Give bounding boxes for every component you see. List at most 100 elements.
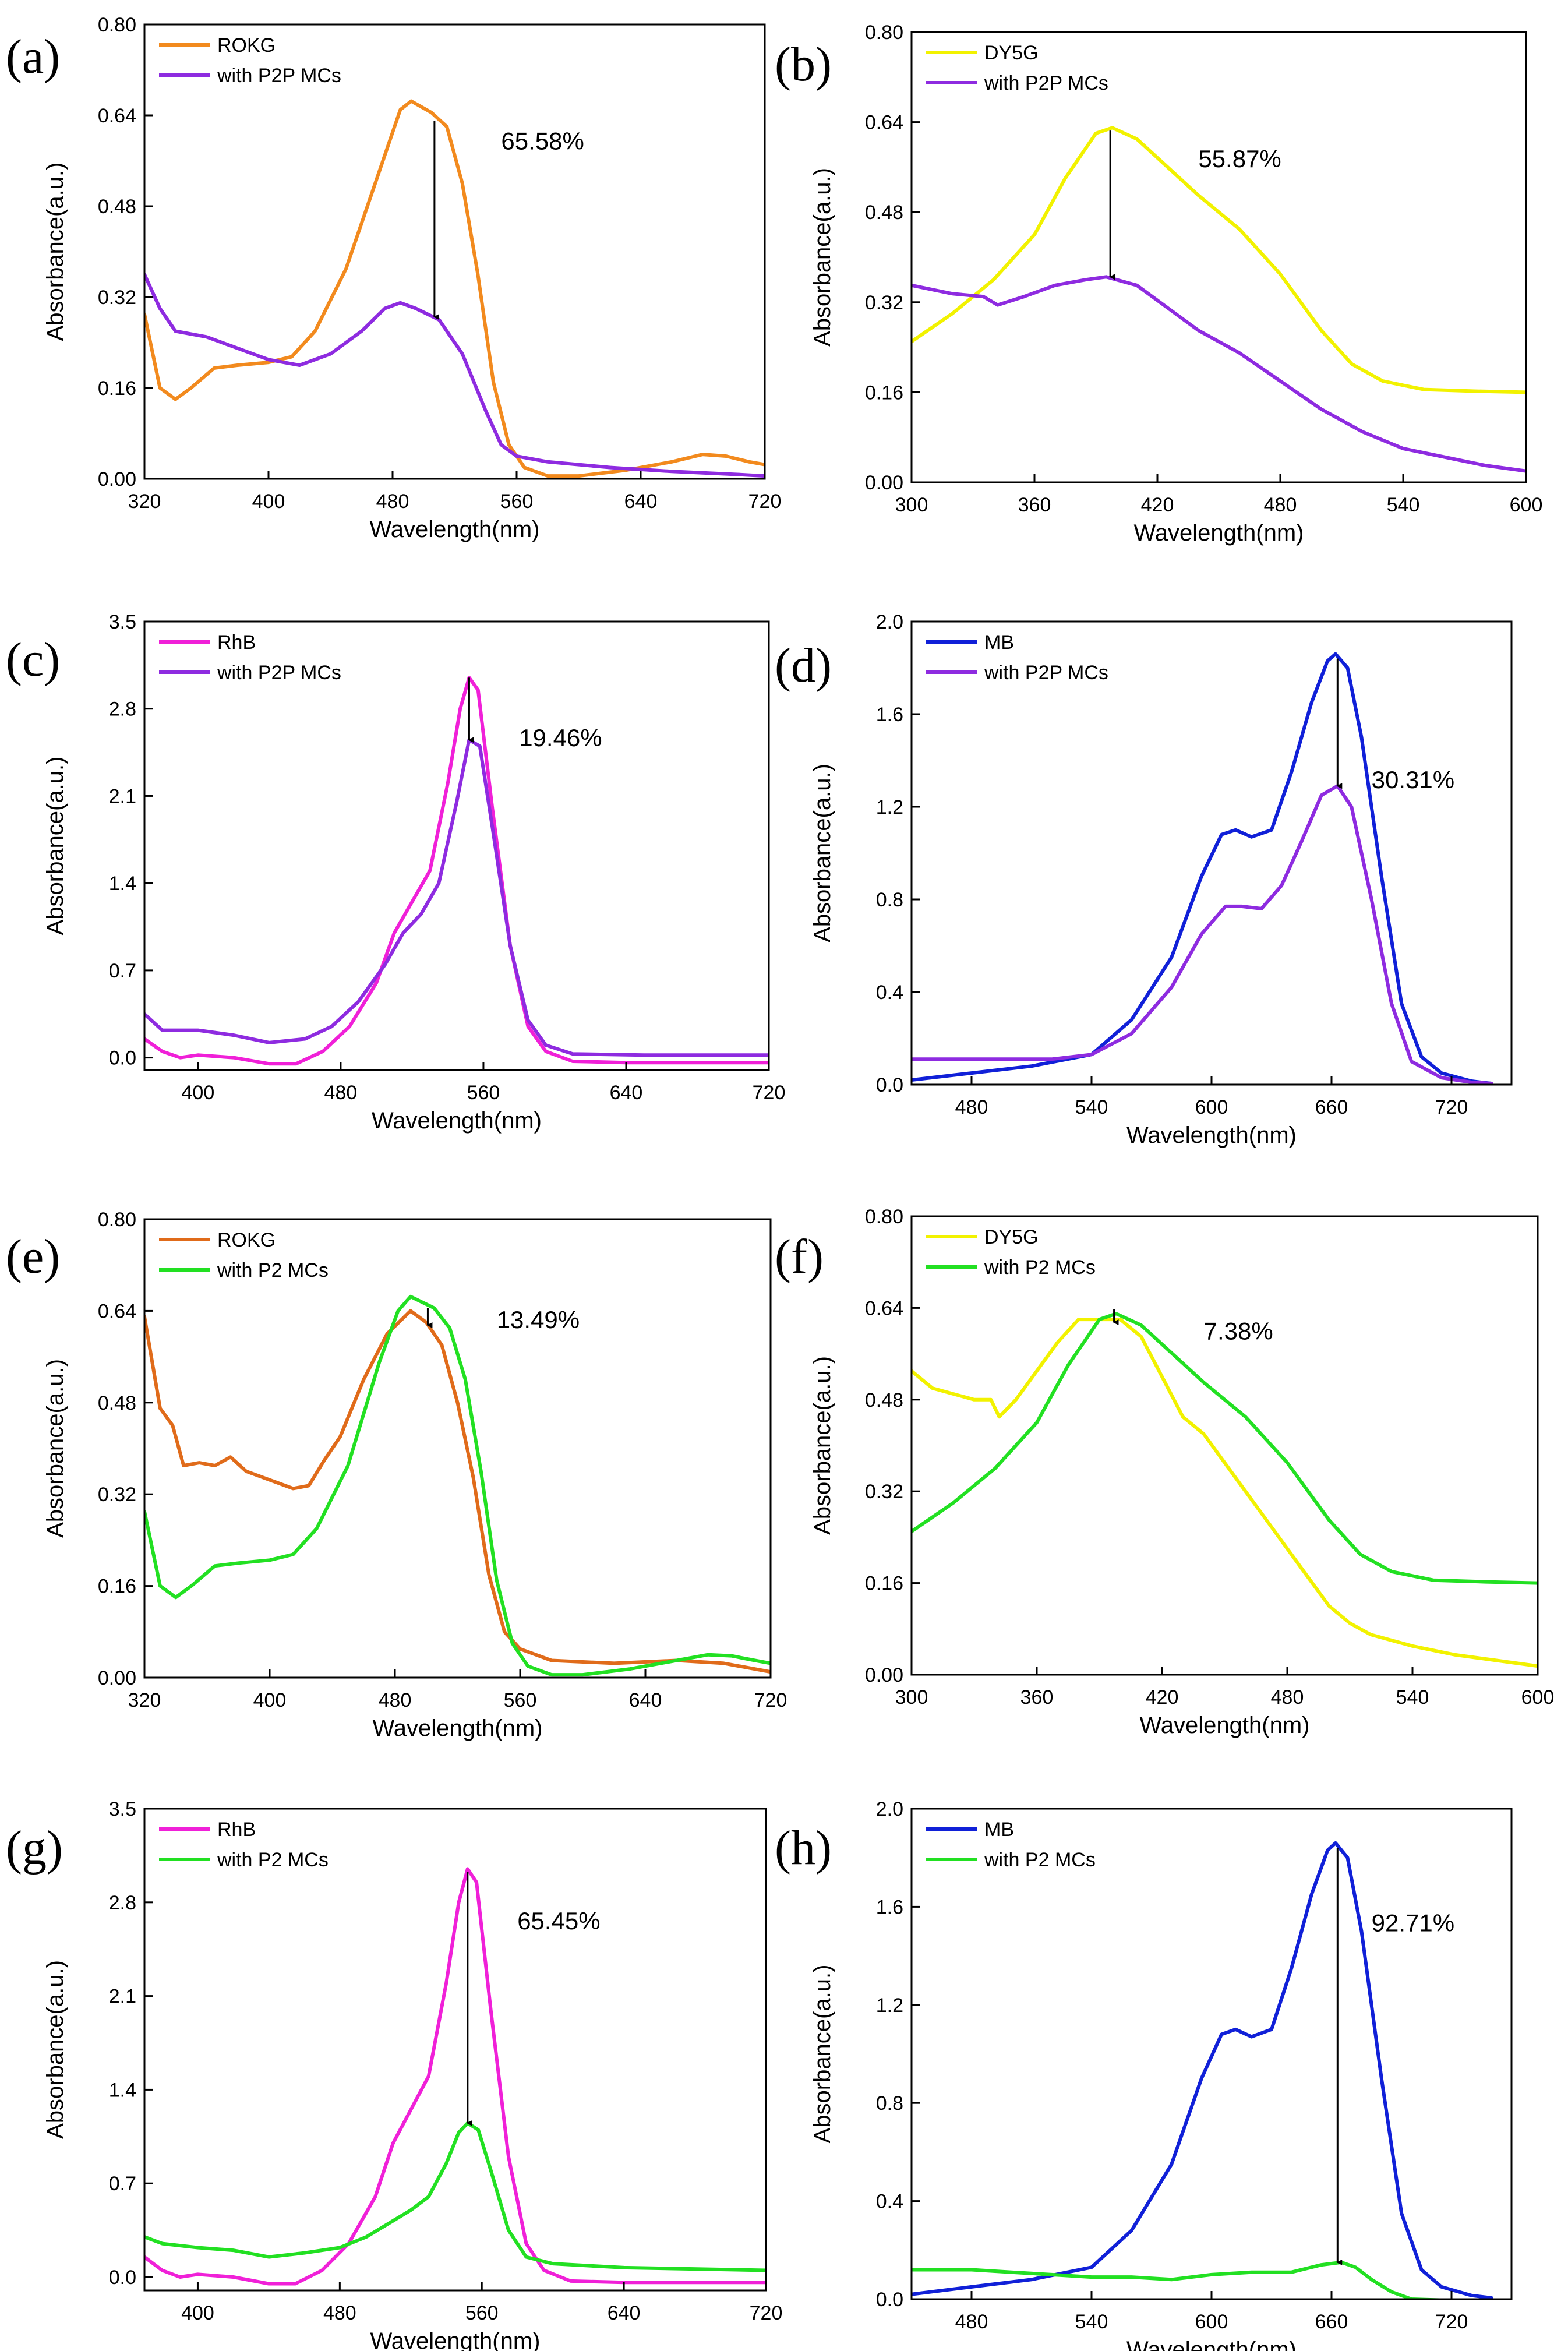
chart-panel-2: 300 360 420 480 540 600 0.00 0.16 0.32 0.48 0.64 0.… (775, 22, 1542, 546)
y-tick-label: 0.8 (876, 2092, 903, 2115)
x-axis-title: Wavelength(nm) (370, 517, 540, 542)
x-tick-label: 400 (252, 490, 285, 513)
y-tick-label: 1.6 (876, 1896, 903, 1918)
chart-panel-7: 400 480 560 640 720 0.0 0.7 1.4 2.1 2.8 3.5 Wavelen… (6, 1798, 782, 2351)
y-tick-label: 2.0 (876, 611, 903, 633)
x-tick-label: 360 (1020, 1686, 1054, 1708)
legend-label: ROKG (217, 34, 276, 57)
x-tick-label: 480 (376, 490, 409, 513)
y-tick-label: 0.80 (98, 14, 136, 36)
series-line-1 (912, 1318, 1538, 1668)
y-tick-label: 0.80 (865, 22, 903, 44)
x-tick-label: 400 (253, 1689, 287, 1711)
x-tick-label: 640 (624, 490, 658, 513)
y-tick-label: 0.4 (876, 982, 903, 1004)
x-tick-label: 400 (182, 1082, 215, 1104)
x-axis-title: Wavelength(nm) (372, 1108, 542, 1134)
reduction-percent-label: 65.58% (501, 128, 584, 155)
series-line-1 (144, 1867, 766, 2286)
x-axis-title: Wavelength(nm) (1140, 1713, 1310, 1738)
x-tick-label: 320 (128, 490, 161, 513)
legend-label: with P2 MCs (217, 1849, 329, 1871)
x-tick-label: 640 (608, 2302, 641, 2324)
chart-panel-1: 320 400 480 560 640 720 0.00 0.16 0.32 0.48 0.64 0.… (6, 14, 781, 542)
y-axis-title: Absorbance(a.u.) (43, 163, 68, 341)
x-tick-label: 720 (750, 2302, 783, 2324)
y-tick-label: 0.00 (98, 468, 136, 490)
reduction-percent-label: 55.87% (1198, 145, 1281, 172)
x-tick-label: 560 (465, 2302, 499, 2324)
panel-label: (e) (6, 1230, 60, 1284)
x-tick-label: 420 (1141, 494, 1174, 516)
y-tick-label: 0.7 (109, 2173, 136, 2195)
x-tick-label: 660 (1315, 1096, 1348, 1118)
y-tick-label: 2.0 (876, 1798, 903, 1820)
x-tick-label: 540 (1075, 1096, 1108, 1118)
legend-label: MB (984, 1819, 1014, 1841)
legend-label: with P2P MCs (984, 662, 1108, 684)
x-tick-label: 420 (1146, 1686, 1179, 1708)
y-tick-label: 0.80 (98, 1209, 136, 1231)
legend-label: with P2P MCs (217, 662, 341, 684)
y-tick-label: 2.8 (109, 698, 136, 721)
x-tick-label: 360 (1018, 494, 1051, 516)
x-tick-label: 560 (500, 490, 534, 513)
legend-label: RhB (217, 1819, 256, 1841)
y-tick-label: 0.16 (865, 1573, 903, 1595)
y-axis-title: Absorbance(a.u.) (43, 1960, 68, 2139)
x-tick-label: 600 (1195, 1096, 1228, 1118)
plot-frame (143, 1808, 767, 2292)
y-tick-label: 0.64 (865, 112, 903, 134)
y-tick-label: 0.4 (876, 2191, 903, 2213)
chart-panel-3: 400 480 560 640 720 0.0 0.7 1.4 2.1 2.8 3.5 Wavelen… (6, 611, 785, 1134)
x-tick-label: 480 (955, 2311, 988, 2333)
x-tick-label: 600 (1195, 2311, 1228, 2333)
y-tick-label: 0.00 (98, 1667, 136, 1689)
plot-frame (143, 620, 770, 1071)
reduction-percent-label: 92.71% (1372, 1909, 1454, 1937)
x-tick-label: 540 (1396, 1686, 1429, 1708)
y-tick-label: 0.16 (98, 377, 136, 400)
y-tick-label: 0.7 (109, 960, 136, 982)
y-axis-title: Absorbance(a.u.) (810, 1356, 835, 1535)
series-line-1 (912, 1841, 1493, 2299)
y-tick-label: 0.00 (865, 1664, 903, 1686)
y-axis-title: Absorbance(a.u.) (810, 1965, 835, 2144)
series-line-2 (912, 784, 1493, 1085)
x-tick-label: 600 (1510, 494, 1543, 516)
x-tick-label: 300 (895, 1686, 928, 1708)
series-line-1 (912, 652, 1493, 1085)
y-tick-label: 0.32 (98, 287, 136, 309)
series-line-1 (144, 99, 765, 478)
y-tick-label: 0.0 (109, 1047, 136, 1069)
legend-label: RhB (217, 631, 256, 654)
y-tick-label: 1.6 (876, 704, 903, 726)
plot-frame (143, 1218, 772, 1679)
series-line-2 (144, 273, 765, 478)
legend-label: with P2 MCs (217, 1259, 329, 1282)
series-line-2 (144, 1294, 771, 1677)
y-tick-label: 0.64 (98, 105, 136, 127)
y-tick-label: 0.0 (876, 1074, 903, 1096)
x-tick-label: 480 (323, 2302, 356, 2324)
x-tick-label: 720 (1435, 1096, 1468, 1118)
legend-label: with P2P MCs (984, 72, 1108, 94)
legend-label: MB (984, 631, 1014, 654)
y-axis-title: Absorbance(a.u.) (810, 764, 835, 942)
panel-label: (g) (6, 1821, 63, 1875)
y-axis-title: Absorbance(a.u.) (43, 757, 68, 936)
panel-label: (b) (775, 37, 832, 91)
chart-panel-5: 320 400 480 560 640 720 0.00 0.16 0.32 0.48 0.64 0.… (6, 1209, 787, 1741)
chart-panel-8: 480 540 600 660 720 0.0 0.4 0.8 1.2 1.6 2.0 Wavelen… (775, 1798, 1513, 2351)
x-tick-label: 320 (128, 1689, 161, 1711)
y-tick-label: 0.32 (98, 1484, 136, 1506)
x-tick-label: 720 (1435, 2311, 1468, 2333)
x-tick-label: 400 (181, 2302, 214, 2324)
series-line-1 (144, 1309, 771, 1674)
x-tick-label: 540 (1075, 2311, 1108, 2333)
chart-panel-6: 300 360 420 480 540 600 0.00 0.16 0.32 0.48 0.64 0.… (775, 1206, 1554, 1738)
panel-label: (f) (775, 1230, 824, 1284)
y-tick-label: 0.32 (865, 1481, 903, 1503)
x-tick-label: 480 (1271, 1686, 1304, 1708)
legend-label: DY5G (984, 42, 1039, 64)
